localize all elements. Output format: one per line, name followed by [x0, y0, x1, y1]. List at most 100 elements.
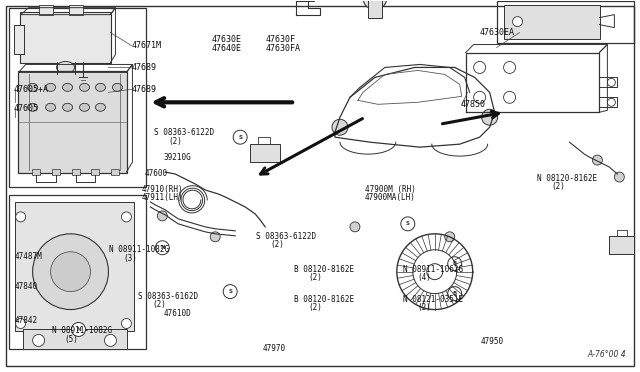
FancyBboxPatch shape — [20, 12, 111, 64]
Text: (2): (2) — [152, 301, 166, 310]
Ellipse shape — [45, 103, 56, 111]
Text: (5): (5) — [65, 334, 79, 344]
Bar — [38, 5, 52, 15]
Text: 47600: 47600 — [145, 169, 168, 177]
FancyBboxPatch shape — [18, 71, 127, 173]
Circle shape — [157, 211, 167, 221]
Circle shape — [427, 264, 443, 280]
Text: 47689: 47689 — [132, 63, 157, 72]
Text: A-76°00 4: A-76°00 4 — [588, 350, 627, 359]
Ellipse shape — [56, 61, 74, 73]
Text: (2): (2) — [551, 182, 565, 191]
Text: 47605: 47605 — [13, 104, 38, 113]
Text: 47689: 47689 — [132, 85, 157, 94]
Text: 47970: 47970 — [262, 344, 285, 353]
Text: 47850: 47850 — [461, 100, 486, 109]
Circle shape — [15, 318, 26, 328]
Bar — [9, 8, 147, 187]
Text: (3): (3) — [124, 254, 137, 263]
Text: N: N — [76, 327, 81, 332]
Bar — [31, 169, 40, 175]
Circle shape — [104, 334, 116, 346]
Text: B 08120-8162E: B 08120-8162E — [294, 295, 355, 304]
Circle shape — [482, 109, 498, 125]
Circle shape — [607, 78, 615, 86]
Bar — [52, 169, 60, 175]
Ellipse shape — [95, 103, 106, 111]
Text: S: S — [406, 221, 410, 226]
Text: (2): (2) — [270, 240, 284, 249]
Text: N 08911-1082G: N 08911-1082G — [52, 326, 112, 335]
Circle shape — [33, 334, 45, 346]
Text: S 08363-6122D: S 08363-6122D — [154, 128, 214, 137]
Circle shape — [504, 61, 516, 73]
Circle shape — [401, 217, 415, 231]
Bar — [92, 169, 99, 175]
Circle shape — [607, 98, 615, 106]
Text: (2): (2) — [168, 137, 182, 146]
Circle shape — [210, 232, 220, 242]
Ellipse shape — [28, 83, 38, 92]
Bar — [22, 330, 127, 349]
Text: N 08911-1062G: N 08911-1062G — [403, 265, 463, 274]
Bar — [497, 1, 634, 42]
Text: 47630EA: 47630EA — [479, 28, 515, 37]
Circle shape — [593, 155, 602, 165]
Circle shape — [448, 257, 461, 271]
Bar — [250, 144, 280, 162]
Text: 47910(RH): 47910(RH) — [141, 185, 183, 194]
Text: N 08120-8162E: N 08120-8162E — [537, 174, 597, 183]
Ellipse shape — [45, 83, 56, 92]
Text: (4): (4) — [417, 273, 431, 282]
Text: B 08120-8162E: B 08120-8162E — [294, 265, 355, 274]
Text: S 08363-6162D: S 08363-6162D — [138, 292, 198, 301]
Text: 47610D: 47610D — [164, 310, 191, 318]
Circle shape — [15, 212, 26, 222]
Text: N 08911-1082G: N 08911-1082G — [109, 245, 170, 254]
Circle shape — [72, 323, 86, 336]
FancyBboxPatch shape — [504, 5, 600, 39]
Text: S: S — [228, 289, 232, 294]
Bar — [111, 169, 120, 175]
Circle shape — [122, 212, 131, 222]
Circle shape — [448, 286, 461, 301]
Ellipse shape — [63, 103, 72, 111]
Circle shape — [233, 130, 247, 144]
Text: (2): (2) — [308, 303, 323, 312]
Text: (2): (2) — [308, 273, 323, 282]
Circle shape — [504, 92, 516, 103]
Circle shape — [513, 17, 522, 26]
Circle shape — [474, 61, 486, 73]
Bar — [15, 202, 134, 331]
Text: 47487M: 47487M — [15, 252, 42, 261]
Text: 47950: 47950 — [481, 337, 504, 346]
Text: 47842: 47842 — [15, 316, 38, 325]
Circle shape — [363, 0, 387, 10]
Bar — [9, 195, 147, 349]
Bar — [13, 25, 24, 54]
Text: (2): (2) — [417, 303, 431, 312]
Ellipse shape — [113, 83, 122, 92]
Text: N: N — [160, 245, 164, 250]
Text: N 08121-0351E: N 08121-0351E — [403, 295, 463, 304]
Text: B: B — [452, 291, 457, 296]
Circle shape — [474, 92, 486, 103]
Text: 47900M (RH): 47900M (RH) — [365, 185, 415, 194]
Text: 47671M: 47671M — [132, 41, 162, 50]
Text: S: S — [238, 135, 242, 140]
Ellipse shape — [79, 83, 90, 92]
Circle shape — [223, 285, 237, 299]
Ellipse shape — [28, 103, 38, 111]
Circle shape — [445, 232, 454, 242]
Text: 39210G: 39210G — [164, 153, 191, 161]
Circle shape — [614, 172, 625, 182]
Text: 47900MA(LH): 47900MA(LH) — [365, 193, 415, 202]
Text: 47840: 47840 — [15, 282, 38, 291]
Bar — [68, 5, 83, 15]
Bar — [300, 0, 314, 1]
Bar — [368, 0, 382, 17]
Ellipse shape — [79, 103, 90, 111]
Text: 47640E: 47640E — [211, 44, 241, 53]
Text: S 08363-6122D: S 08363-6122D — [256, 231, 316, 241]
Text: 47630F: 47630F — [266, 35, 296, 44]
